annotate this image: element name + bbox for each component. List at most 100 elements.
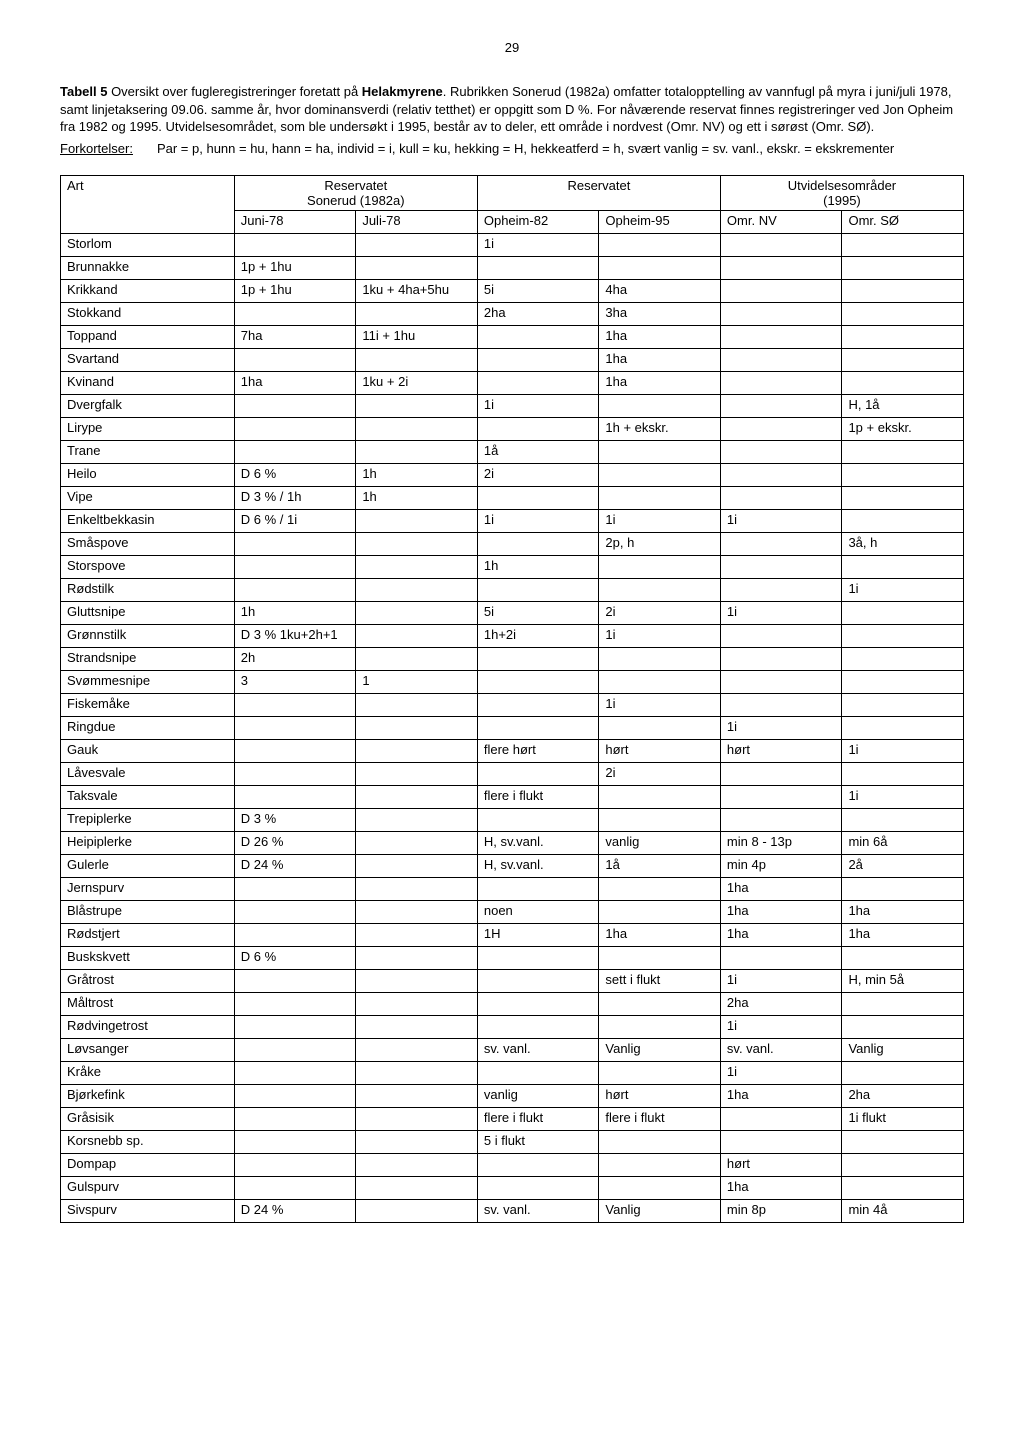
table-row: Kvinand1ha1ku + 2i1ha bbox=[61, 372, 964, 395]
table-row: Toppand7ha11i + 1hu1ha bbox=[61, 326, 964, 349]
cell-data: 1h bbox=[356, 464, 478, 487]
cell-data: sv. vanl. bbox=[477, 1200, 599, 1223]
cell-data bbox=[234, 579, 356, 602]
cell-data: D 6 % / 1i bbox=[234, 510, 356, 533]
cell-data bbox=[356, 1177, 478, 1200]
cell-data bbox=[720, 579, 842, 602]
cell-data bbox=[356, 602, 478, 625]
cell-data: min 4å bbox=[842, 1200, 964, 1223]
cell-data bbox=[234, 970, 356, 993]
cell-data bbox=[720, 464, 842, 487]
cell-data bbox=[234, 1085, 356, 1108]
cell-data bbox=[720, 1108, 842, 1131]
table-row: Ringdue1i bbox=[61, 717, 964, 740]
cell-data bbox=[356, 1016, 478, 1039]
cell-data bbox=[356, 625, 478, 648]
cell-data bbox=[477, 533, 599, 556]
cell-data bbox=[356, 510, 478, 533]
cell-data bbox=[599, 1177, 721, 1200]
cell-data: D 6 % bbox=[234, 464, 356, 487]
cell-art: Svartand bbox=[61, 349, 235, 372]
cell-data bbox=[356, 901, 478, 924]
cell-data: sett i flukt bbox=[599, 970, 721, 993]
cell-data: 1ha bbox=[842, 901, 964, 924]
fork-text: Par = p, hunn = hu, hann = ha, individ =… bbox=[157, 140, 964, 158]
cell-art: Rødstjert bbox=[61, 924, 235, 947]
cell-data: 2h bbox=[234, 648, 356, 671]
cell-data: 5i bbox=[477, 280, 599, 303]
cell-data bbox=[720, 809, 842, 832]
cell-data: 1i bbox=[720, 602, 842, 625]
cell-data bbox=[356, 717, 478, 740]
cell-data bbox=[842, 234, 964, 257]
table-caption: Tabell 5 Oversikt over fugleregistrering… bbox=[60, 83, 964, 157]
table-row: Korsnebb sp.5 i flukt bbox=[61, 1131, 964, 1154]
cell-data: 1å bbox=[599, 855, 721, 878]
cell-data bbox=[477, 1062, 599, 1085]
cell-data: 1 bbox=[356, 671, 478, 694]
cell-data bbox=[842, 648, 964, 671]
cell-data: sv. vanl. bbox=[720, 1039, 842, 1062]
cell-data bbox=[842, 993, 964, 1016]
cell-art: Krikkand bbox=[61, 280, 235, 303]
cell-data: D 3 % 1ku+2h+1 bbox=[234, 625, 356, 648]
col-opheim82: Opheim-82 bbox=[477, 211, 599, 234]
table-row: Brunnakke1p + 1hu bbox=[61, 257, 964, 280]
cell-data: sv. vanl. bbox=[477, 1039, 599, 1062]
cell-data bbox=[356, 970, 478, 993]
cell-data: 1i bbox=[720, 1062, 842, 1085]
cell-data: 7ha bbox=[234, 326, 356, 349]
cell-data bbox=[842, 349, 964, 372]
cell-data bbox=[356, 878, 478, 901]
col-opheim95: Opheim-95 bbox=[599, 211, 721, 234]
cell-data bbox=[234, 1039, 356, 1062]
cell-data bbox=[842, 487, 964, 510]
cell-data bbox=[599, 1016, 721, 1039]
cell-data bbox=[477, 487, 599, 510]
table-row: GrønnstilkD 3 % 1ku+2h+11h+2i1i bbox=[61, 625, 964, 648]
table-row: Strandsnipe2h bbox=[61, 648, 964, 671]
cell-data bbox=[234, 1016, 356, 1039]
cell-art: Buskskvett bbox=[61, 947, 235, 970]
cell-data bbox=[234, 418, 356, 441]
cell-data bbox=[356, 1039, 478, 1062]
cell-data bbox=[842, 947, 964, 970]
cell-data: 1i flukt bbox=[842, 1108, 964, 1131]
table-row: GulerleD 24 %H, sv.vanl.1åmin 4p2å bbox=[61, 855, 964, 878]
cell-data bbox=[842, 257, 964, 280]
cell-data bbox=[234, 763, 356, 786]
cell-data bbox=[356, 648, 478, 671]
cell-art: Løvsanger bbox=[61, 1039, 235, 1062]
cell-data bbox=[234, 878, 356, 901]
table-row: Svømmesnipe31 bbox=[61, 671, 964, 694]
cell-data: Vanlig bbox=[842, 1039, 964, 1062]
cell-data bbox=[720, 763, 842, 786]
cell-data: 1ha bbox=[720, 1177, 842, 1200]
cell-data bbox=[842, 280, 964, 303]
cell-data bbox=[842, 809, 964, 832]
cell-data bbox=[477, 717, 599, 740]
cell-data: vanlig bbox=[599, 832, 721, 855]
cell-data bbox=[599, 717, 721, 740]
header-reservatet1-line1: Reservatet bbox=[324, 178, 387, 193]
cell-data: hørt bbox=[720, 1154, 842, 1177]
table-row: Rødstilk1i bbox=[61, 579, 964, 602]
table-row: TrepiplerkeD 3 % bbox=[61, 809, 964, 832]
cell-data: 2ha bbox=[720, 993, 842, 1016]
table-row: Storspove1h bbox=[61, 556, 964, 579]
cell-art: Storlom bbox=[61, 234, 235, 257]
cell-data bbox=[477, 579, 599, 602]
cell-data bbox=[477, 648, 599, 671]
cell-data bbox=[599, 878, 721, 901]
caption-text-1: Oversikt over fugleregistreringer foreta… bbox=[107, 84, 361, 99]
header-art: Art bbox=[61, 176, 235, 234]
table-row: Låvesvale2i bbox=[61, 763, 964, 786]
cell-data: 11i + 1hu bbox=[356, 326, 478, 349]
header-reservatet1: Reservatet Sonerud (1982a) bbox=[234, 176, 477, 211]
cell-data bbox=[477, 694, 599, 717]
cell-data: hørt bbox=[720, 740, 842, 763]
cell-data bbox=[599, 487, 721, 510]
header-utv-line2: (1995) bbox=[823, 193, 861, 208]
cell-data: 1ku + 2i bbox=[356, 372, 478, 395]
cell-data: min 6å bbox=[842, 832, 964, 855]
